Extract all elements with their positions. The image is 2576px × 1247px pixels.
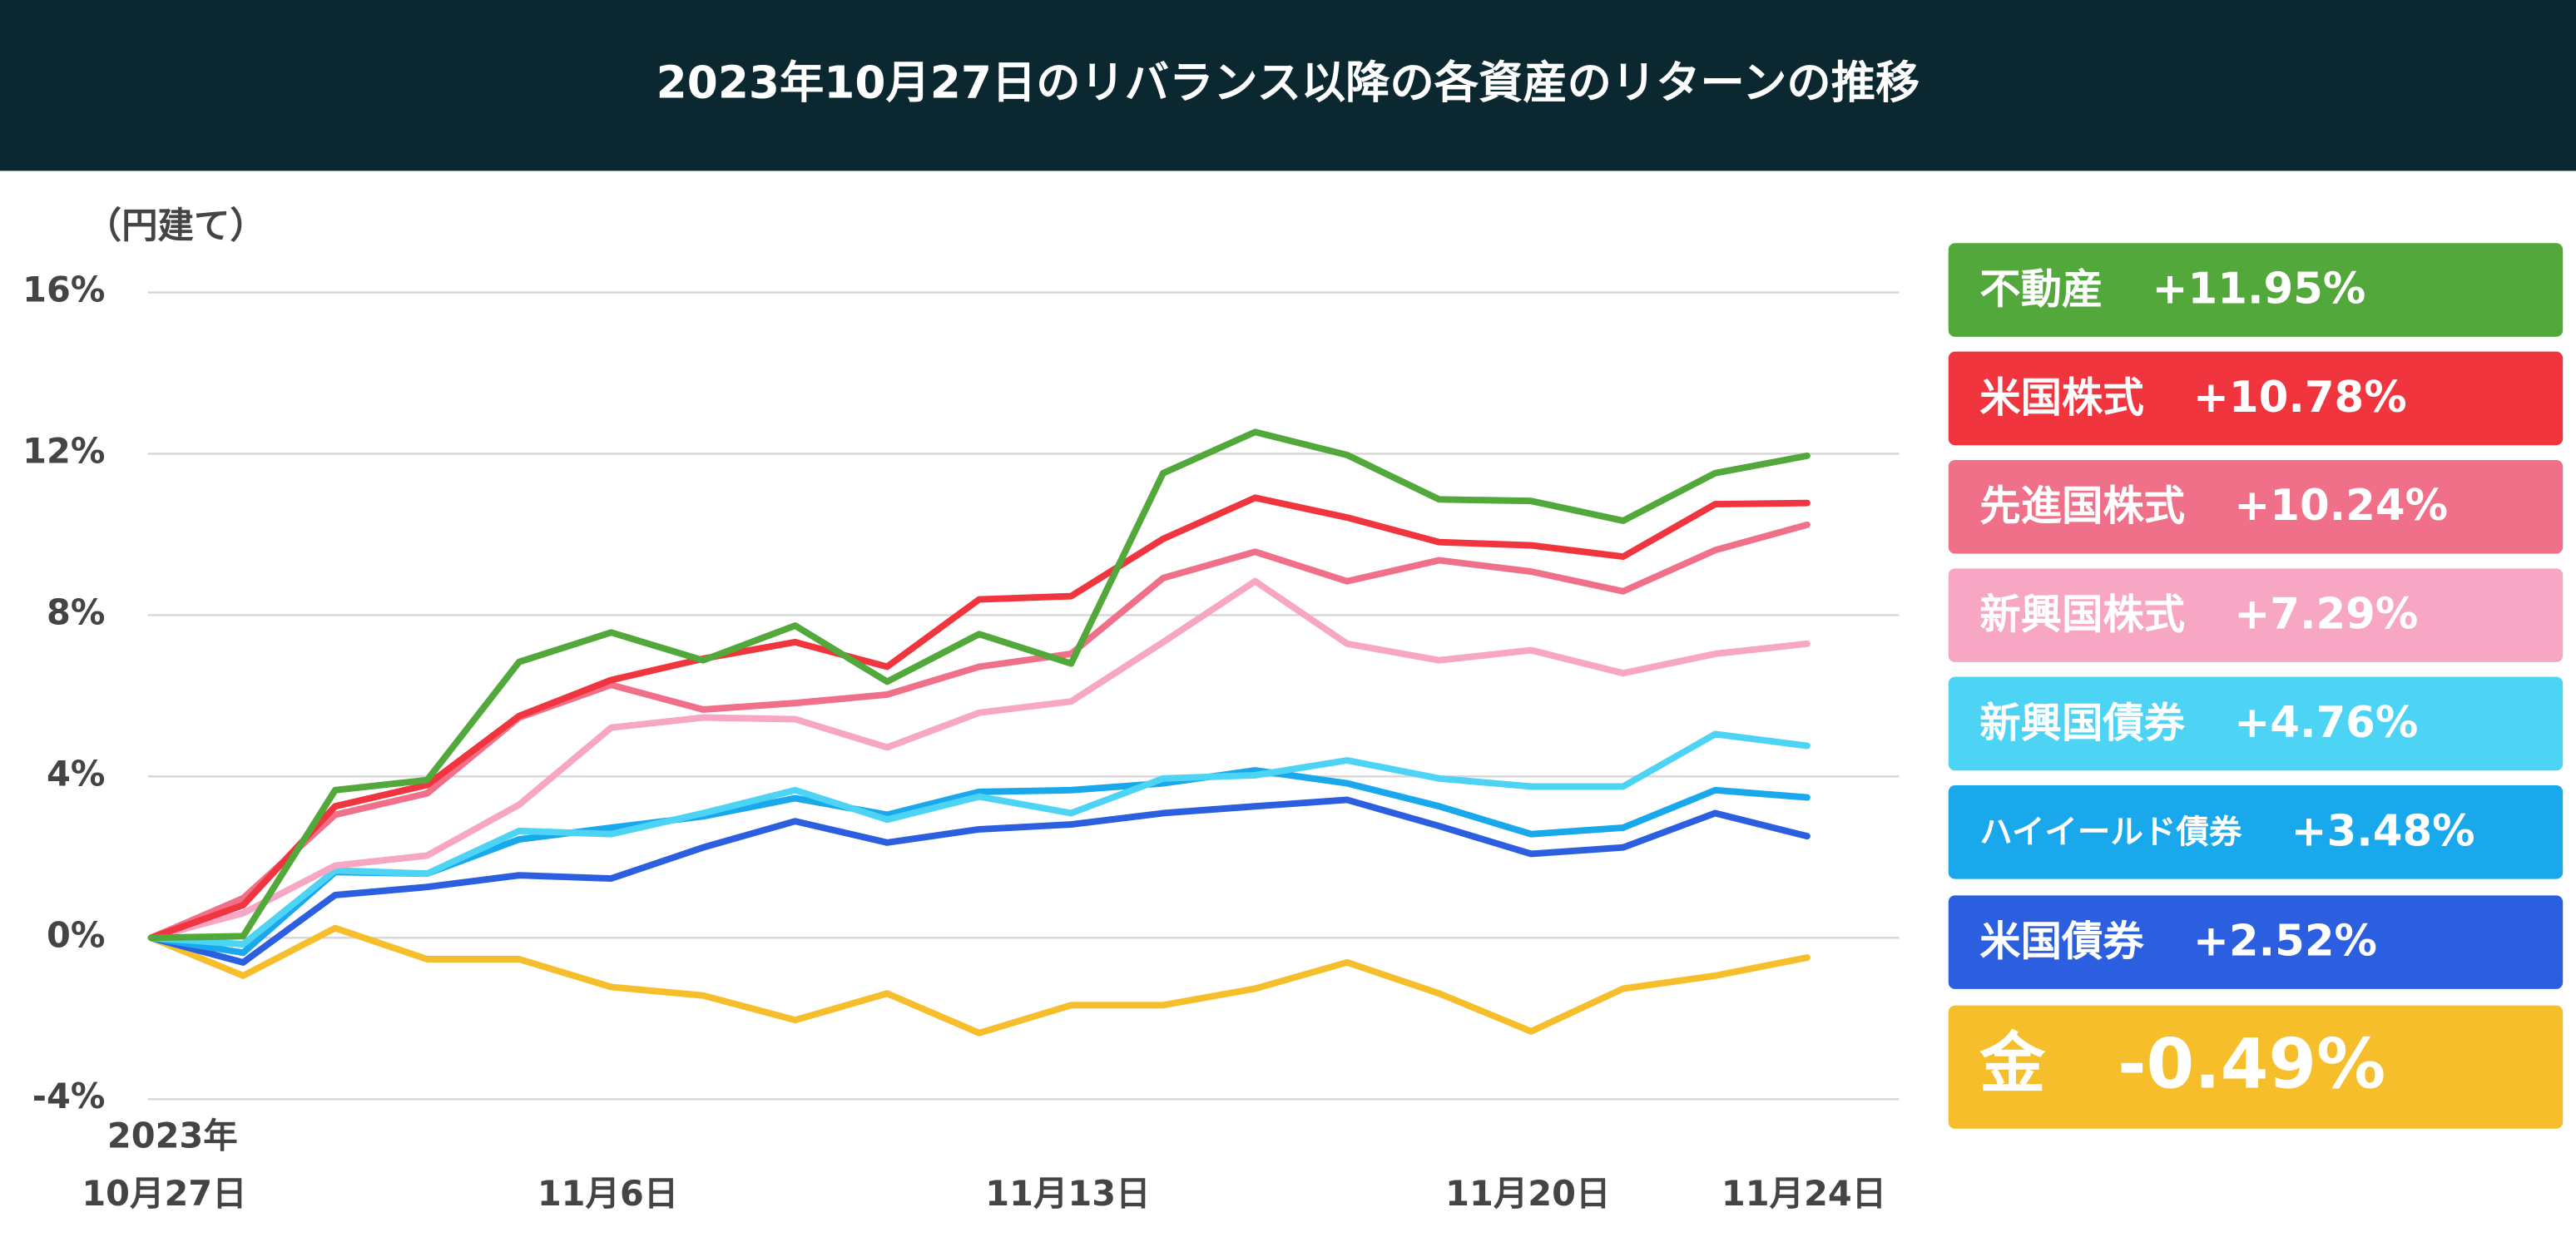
y-tick-label: 4% — [47, 754, 105, 794]
y-tick-label: -4% — [32, 1076, 106, 1116]
series-line — [147, 577, 1811, 942]
y-axis-label: （円建て） — [86, 205, 266, 247]
legend-name: 不動産 — [1979, 265, 2103, 313]
legend-box — [1948, 676, 2564, 771]
legend-name: ハイイールド債券 — [1979, 813, 2242, 851]
y-tick-label: 16% — [22, 270, 105, 310]
legend-value: +4.76% — [2234, 698, 2418, 748]
x-tick-label: 11月24日 — [1721, 1174, 1886, 1214]
x-tick-label: 10月27日 — [82, 1174, 246, 1214]
legend-box — [1948, 243, 2564, 337]
series-line — [147, 494, 1811, 942]
legend-name: 金 — [1979, 1026, 2046, 1102]
series-line — [147, 428, 1811, 942]
legend-entry: 新興国株式 +7.29% — [1979, 590, 2418, 640]
legend-box — [1948, 785, 2564, 879]
y-tick-label: 12% — [22, 431, 105, 471]
legend-entry: 新興国債券 +4.76% — [1979, 698, 2418, 748]
legend-value: +7.29% — [2234, 590, 2418, 640]
legend-value: +2.52% — [2193, 917, 2377, 967]
header-bar — [0, 0, 2576, 171]
year-label: 2023年 — [107, 1116, 238, 1156]
legend-box — [1948, 895, 2564, 989]
legend-box — [1948, 1005, 2564, 1129]
chart-title: 2023年10月27日のリバランス以降の各資産のリターンの推移 — [656, 57, 1920, 108]
x-tick-label: 11月6日 — [537, 1174, 678, 1214]
legend-name: 新興国債券 — [1979, 698, 2185, 746]
legend-name: 先進国株式 — [1979, 482, 2185, 530]
legend-value: +10.78% — [2193, 373, 2407, 423]
series-line — [147, 796, 1811, 966]
legend-name: 米国債券 — [1979, 917, 2144, 965]
legend-entry: 先進国株式 +10.24% — [1979, 481, 2448, 531]
x-tick-label: 11月20日 — [1445, 1174, 1610, 1214]
legend-box — [1948, 459, 2564, 554]
y-tick-label: 0% — [47, 915, 105, 955]
legend-entry: 不動産 +11.95% — [1979, 265, 2365, 314]
legend-name: 新興国株式 — [1979, 590, 2185, 638]
legend-entry: ハイイールド債券 +3.48% — [1979, 806, 2474, 856]
legend-entry: 米国債券 +2.52% — [1979, 917, 2377, 967]
legend-box — [1948, 568, 2564, 662]
legend-box — [1948, 351, 2564, 446]
legend-entry: 米国株式 +10.78% — [1979, 373, 2406, 423]
legend-value: +11.95% — [2152, 265, 2366, 314]
series-line — [147, 730, 1811, 948]
legend-value: -0.49% — [2118, 1024, 2385, 1105]
x-tick-label: 11月13日 — [985, 1174, 1150, 1214]
series-line — [147, 924, 1811, 1037]
legend-value: +3.48% — [2291, 806, 2475, 856]
legend-name: 米国株式 — [1979, 373, 2143, 421]
legend-value: +10.24% — [2234, 481, 2448, 531]
legend-entry: 金 -0.49% — [1979, 1024, 2385, 1105]
series-line — [147, 521, 1811, 942]
y-tick-label: 8% — [47, 592, 105, 632]
